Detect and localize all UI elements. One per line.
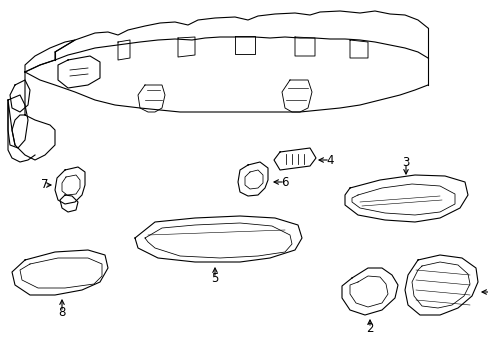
Text: 7: 7: [41, 179, 49, 192]
Polygon shape: [273, 148, 315, 170]
Polygon shape: [60, 195, 78, 212]
Text: 3: 3: [402, 157, 409, 170]
Polygon shape: [12, 250, 108, 295]
Polygon shape: [55, 167, 85, 204]
Polygon shape: [345, 175, 467, 222]
Text: 8: 8: [58, 306, 65, 319]
Polygon shape: [341, 268, 397, 315]
Text: 4: 4: [325, 153, 333, 166]
Text: 5: 5: [211, 271, 218, 284]
Polygon shape: [404, 255, 477, 315]
Text: 2: 2: [366, 321, 373, 334]
Text: 6: 6: [281, 175, 288, 189]
Polygon shape: [238, 162, 267, 196]
Polygon shape: [135, 216, 302, 262]
Text: 1: 1: [487, 285, 488, 298]
